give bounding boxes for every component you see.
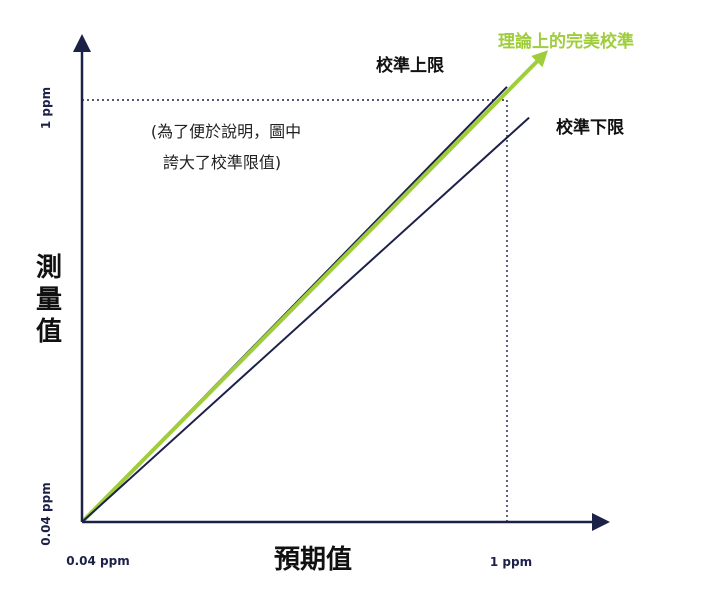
x-axis-arrowhead bbox=[592, 513, 610, 531]
x-tick-label-min: 0.04 ppm bbox=[66, 554, 129, 568]
y-axis-arrowhead bbox=[73, 34, 91, 52]
ideal-calibration-line bbox=[80, 50, 549, 524]
upper-limit-label: 校準上限 bbox=[376, 55, 444, 76]
y-axis-title: 測量值 bbox=[36, 253, 62, 347]
x-axis-title: 預期值 bbox=[274, 545, 352, 575]
illustration-note-line-2: 誇大了校準限值) bbox=[163, 153, 281, 172]
lower-limit-line bbox=[81, 116, 530, 523]
y-axis-title-char: 值 bbox=[36, 317, 62, 347]
x-tick-label-max: 1 ppm bbox=[490, 555, 532, 569]
y-tick-label-min: 0.04 ppm bbox=[39, 482, 53, 545]
y-tick-label-max: 1 ppm bbox=[39, 87, 53, 129]
series-group bbox=[80, 50, 549, 524]
y-axis-title-char: 量 bbox=[36, 285, 62, 315]
illustration-note-line-1: (為了便於說明，圖中 bbox=[151, 122, 301, 141]
y-axis-title-char: 測 bbox=[36, 253, 62, 283]
ideal-line-label: 理論上的完美校準 bbox=[498, 31, 634, 52]
lower-limit-label: 校準下限 bbox=[556, 117, 624, 138]
